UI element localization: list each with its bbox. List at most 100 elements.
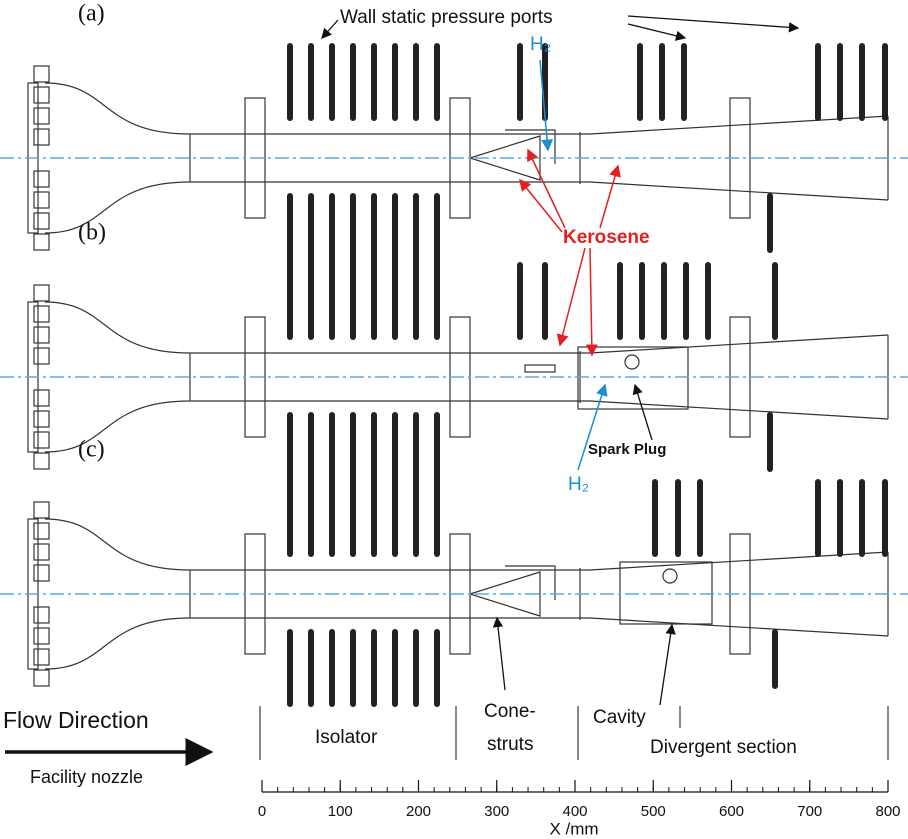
- pressure-port: [350, 43, 356, 121]
- pressure-port: [308, 629, 314, 707]
- pressure-port: [542, 262, 548, 340]
- pressure-port: [681, 43, 687, 121]
- pressure-port: [683, 262, 689, 340]
- tick-label: 600: [719, 803, 744, 820]
- pressure-port: [329, 629, 335, 707]
- pressure-port: [837, 479, 843, 557]
- pressure-port: [639, 262, 645, 340]
- pressure-port: [350, 629, 356, 707]
- flange-block: [33, 347, 50, 365]
- pressure-port: [767, 412, 773, 472]
- pressure-port: [392, 43, 398, 121]
- cavity: [577, 346, 689, 410]
- pressure-port: [392, 412, 398, 490]
- combustor-panel: (c): [0, 437, 908, 707]
- pressure-port: [371, 479, 377, 557]
- flange-block: [33, 212, 50, 230]
- pressure-port: [659, 43, 665, 121]
- pressure-port: [350, 479, 356, 557]
- pressure-port: [287, 412, 293, 490]
- flange-block: [33, 543, 50, 561]
- h2-label-a: H₂: [530, 34, 551, 55]
- flange-block: [33, 191, 50, 209]
- tick-label: 200: [406, 803, 431, 820]
- kerosene-arrows: [519, 148, 621, 357]
- cone-strut: [467, 565, 556, 617]
- flow-label: Flow Direction: [3, 707, 149, 733]
- isolator-label: Isolator: [315, 727, 378, 748]
- pressure-port: [772, 262, 778, 340]
- tick-label: 0: [258, 803, 266, 820]
- injector: [524, 364, 556, 373]
- pressure-port: [882, 479, 888, 557]
- pressure-port: [517, 43, 523, 121]
- flange-block: [33, 86, 50, 104]
- pressure-port: [697, 479, 703, 557]
- pressure-port: [637, 43, 643, 121]
- flange-block: [33, 65, 50, 83]
- flange-block: [33, 606, 50, 624]
- flange-block: [33, 284, 50, 302]
- pressure-port: [371, 193, 377, 271]
- cone-arrow: [492, 616, 506, 691]
- flange-block: [33, 170, 50, 188]
- ports-arrows: [321, 15, 800, 41]
- nozzle-label: Facility nozzle: [30, 767, 143, 787]
- pressure-port: [837, 43, 843, 121]
- pressure-port: [413, 629, 419, 707]
- flange-block: [33, 410, 50, 428]
- pressure-port: [652, 479, 658, 557]
- pressure-port: [371, 629, 377, 707]
- pressure-port: [434, 43, 440, 121]
- pressure-port: [517, 262, 523, 340]
- section-dividers: [259, 706, 889, 760]
- panel-label: (a): [78, 1, 105, 27]
- duct-wall: [44, 518, 889, 571]
- tick-label: 300: [484, 803, 509, 820]
- flange-block: [33, 233, 50, 251]
- cone-struts-label: Cone-: [484, 701, 536, 722]
- pressure-port: [329, 262, 335, 340]
- panel-label: (c): [78, 437, 105, 463]
- panel-label: (b): [78, 220, 106, 246]
- h2-arrow-a: [539, 59, 554, 152]
- flange-block: [33, 107, 50, 125]
- pressure-port: [350, 262, 356, 340]
- panels: (a) (b) (c): [0, 1, 908, 707]
- pressure-port: [859, 43, 865, 121]
- pressure-port: [308, 262, 314, 340]
- pressure-port: [329, 479, 335, 557]
- cavity: [619, 561, 713, 625]
- divergent-label: Divergent section: [650, 737, 797, 758]
- tick-label: 400: [562, 803, 587, 820]
- pressure-port: [661, 262, 667, 340]
- pressure-port: [371, 412, 377, 490]
- pressure-port: [434, 629, 440, 707]
- spark-plug-arrow: [632, 383, 653, 441]
- pressure-port: [617, 262, 623, 340]
- cavity-arrow: [659, 623, 676, 706]
- x-axis-label: X /mm: [549, 819, 598, 838]
- flange-block: [33, 627, 50, 645]
- pressure-port: [434, 262, 440, 340]
- pressure-port: [287, 262, 293, 340]
- pressure-port: [329, 412, 335, 490]
- cone-struts-label: struts: [487, 734, 533, 755]
- combustor-panel: (b): [0, 220, 908, 490]
- pressure-port: [329, 43, 335, 121]
- spark-plug: [662, 568, 678, 584]
- flange-block: [33, 128, 50, 146]
- pressure-port: [287, 629, 293, 707]
- duct-wall: [44, 400, 889, 453]
- pressure-port: [413, 193, 419, 271]
- duct-wall: [44, 301, 889, 354]
- pressure-port: [705, 262, 711, 340]
- flange-block: [33, 669, 50, 687]
- pressure-port: [392, 479, 398, 557]
- spark-plug: [624, 354, 640, 370]
- pressure-port: [434, 193, 440, 271]
- flange-block: [33, 522, 50, 540]
- pressure-port: [413, 262, 419, 340]
- duct-wall: [44, 617, 889, 670]
